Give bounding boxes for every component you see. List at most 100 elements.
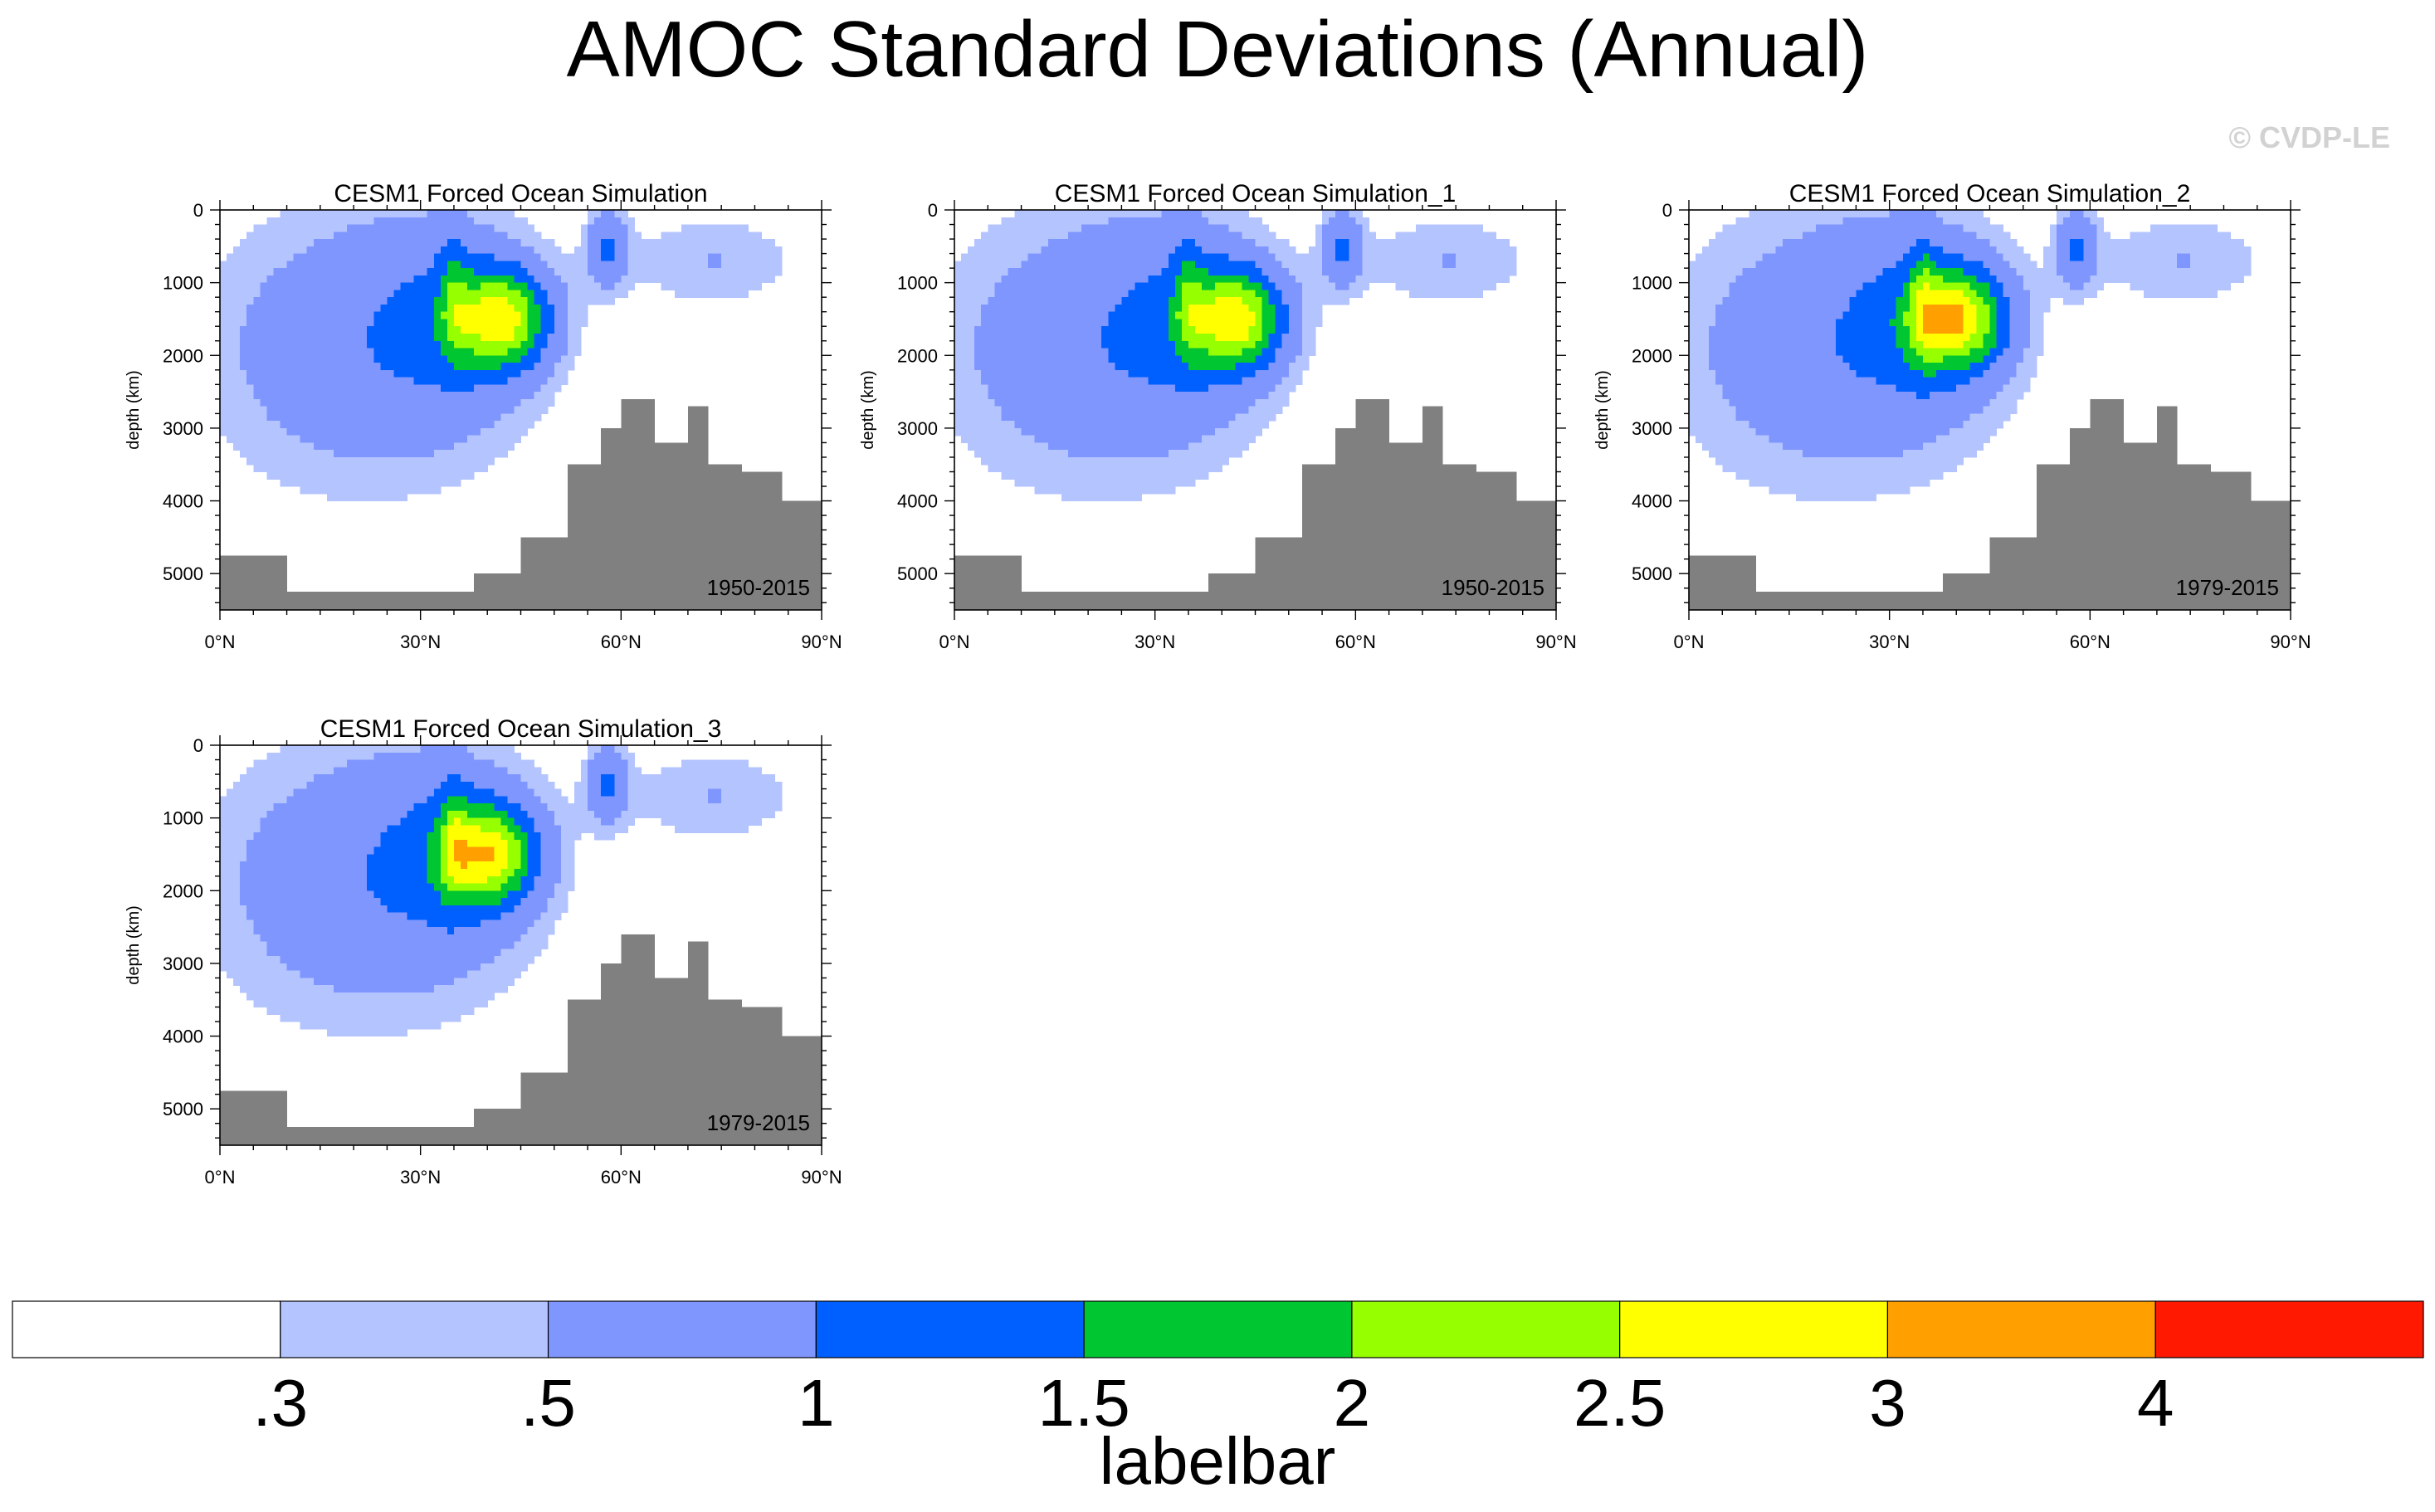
contour-cell [1054, 210, 1062, 218]
contour-cell [1075, 392, 1082, 400]
contour-cell [240, 326, 247, 334]
contour-cell [687, 253, 695, 261]
contour-cell [1161, 413, 1169, 422]
contour-cell [320, 217, 328, 226]
contour-cell [300, 217, 308, 226]
contour-cell [360, 311, 368, 320]
contour-cell [306, 413, 315, 422]
contour-cell [1108, 297, 1115, 305]
contour-cell [1308, 290, 1316, 298]
contour-cell [614, 239, 622, 247]
contour-cell [1021, 471, 1029, 480]
contour-cell [601, 253, 608, 261]
contour-cell [1208, 282, 1216, 290]
contour-cell [1489, 261, 1497, 269]
contour-cell [768, 261, 776, 269]
contour-cell [768, 268, 776, 276]
contour-cell [487, 297, 495, 305]
contour-cell [387, 311, 395, 320]
contour-cell [573, 304, 582, 313]
contour-cell [347, 398, 354, 407]
contour-cell [461, 253, 468, 261]
contour-cell [320, 442, 328, 451]
contour-cell [340, 319, 348, 327]
contour-cell [1329, 224, 1336, 232]
contour-cell [446, 421, 455, 429]
contour-cell [608, 268, 615, 276]
contour-cell [420, 471, 428, 480]
contour-cell [2210, 224, 2218, 232]
contour-cell [1135, 311, 1143, 320]
contour-cell [994, 290, 1002, 298]
land-column [1469, 464, 1476, 610]
contour-cell [1202, 282, 1209, 290]
contour-cell [1021, 398, 1029, 407]
land-column [266, 555, 275, 610]
land-column [1322, 464, 1330, 610]
contour-cell [514, 290, 522, 298]
contour-cell [661, 232, 669, 240]
contour-cell [1061, 369, 1069, 378]
contour-cell [273, 427, 281, 437]
contour-cell [427, 479, 435, 487]
contour-cell [1128, 348, 1136, 356]
contour-cell [1355, 253, 1363, 261]
contour-cell [1054, 232, 1062, 240]
contour-cell [1275, 348, 1283, 356]
contour-cell [461, 450, 468, 458]
contour-cell [240, 261, 247, 269]
contour-cell [320, 239, 328, 247]
contour-cell [1228, 253, 1236, 261]
contour-cell [1181, 363, 1189, 371]
contour-cell [500, 442, 508, 451]
contour-cell [360, 217, 368, 226]
land-column [413, 592, 422, 610]
contour-cell [1174, 348, 1183, 356]
contour-cell [306, 268, 315, 276]
contour-cell [1154, 282, 1163, 290]
land-column [1242, 573, 1250, 610]
y-tick-label: 0 [193, 200, 203, 221]
contour-cell [407, 239, 415, 247]
contour-cell [306, 304, 315, 313]
contour-cell [968, 275, 975, 284]
contour-cell [2096, 224, 2105, 232]
contour-cell [233, 406, 241, 414]
contour-cell [1342, 217, 1349, 226]
contour-cell [440, 282, 448, 290]
contour-cell [266, 450, 275, 458]
land-column [306, 592, 315, 610]
contour-cell [433, 275, 442, 284]
contour-cell [1242, 348, 1250, 356]
contour-cell [320, 406, 328, 414]
contour-cell [446, 384, 455, 393]
contour-cell [1408, 239, 1417, 247]
contour-cell [1148, 217, 1156, 226]
contour-cell [1095, 486, 1102, 495]
contour-cell [326, 456, 334, 466]
contour-cell [387, 348, 395, 356]
contour-cell [527, 392, 535, 400]
contour-cell [1281, 246, 1290, 255]
contour-cell [260, 392, 267, 400]
contour-cell [547, 377, 555, 385]
contour-cell [728, 268, 735, 276]
contour-cell [413, 290, 422, 298]
contour-cell [1202, 384, 1209, 393]
contour-cell [520, 290, 529, 298]
contour-cell [1208, 369, 1216, 378]
contour-cell [694, 282, 702, 290]
contour-cell [1001, 348, 1009, 356]
contour-cell [280, 232, 288, 240]
contour-cell [1188, 377, 1196, 385]
contour-cell [474, 450, 481, 458]
contour-cell [1315, 253, 1323, 261]
contour-cell [1329, 261, 1336, 269]
contour-cell [994, 282, 1002, 290]
contour-cell [1014, 435, 1022, 444]
contour-cell [968, 282, 975, 290]
contour-cell [1054, 333, 1062, 342]
contour-cell [1047, 413, 1056, 422]
contour-cell [413, 435, 422, 444]
contour-cell [1255, 348, 1263, 356]
